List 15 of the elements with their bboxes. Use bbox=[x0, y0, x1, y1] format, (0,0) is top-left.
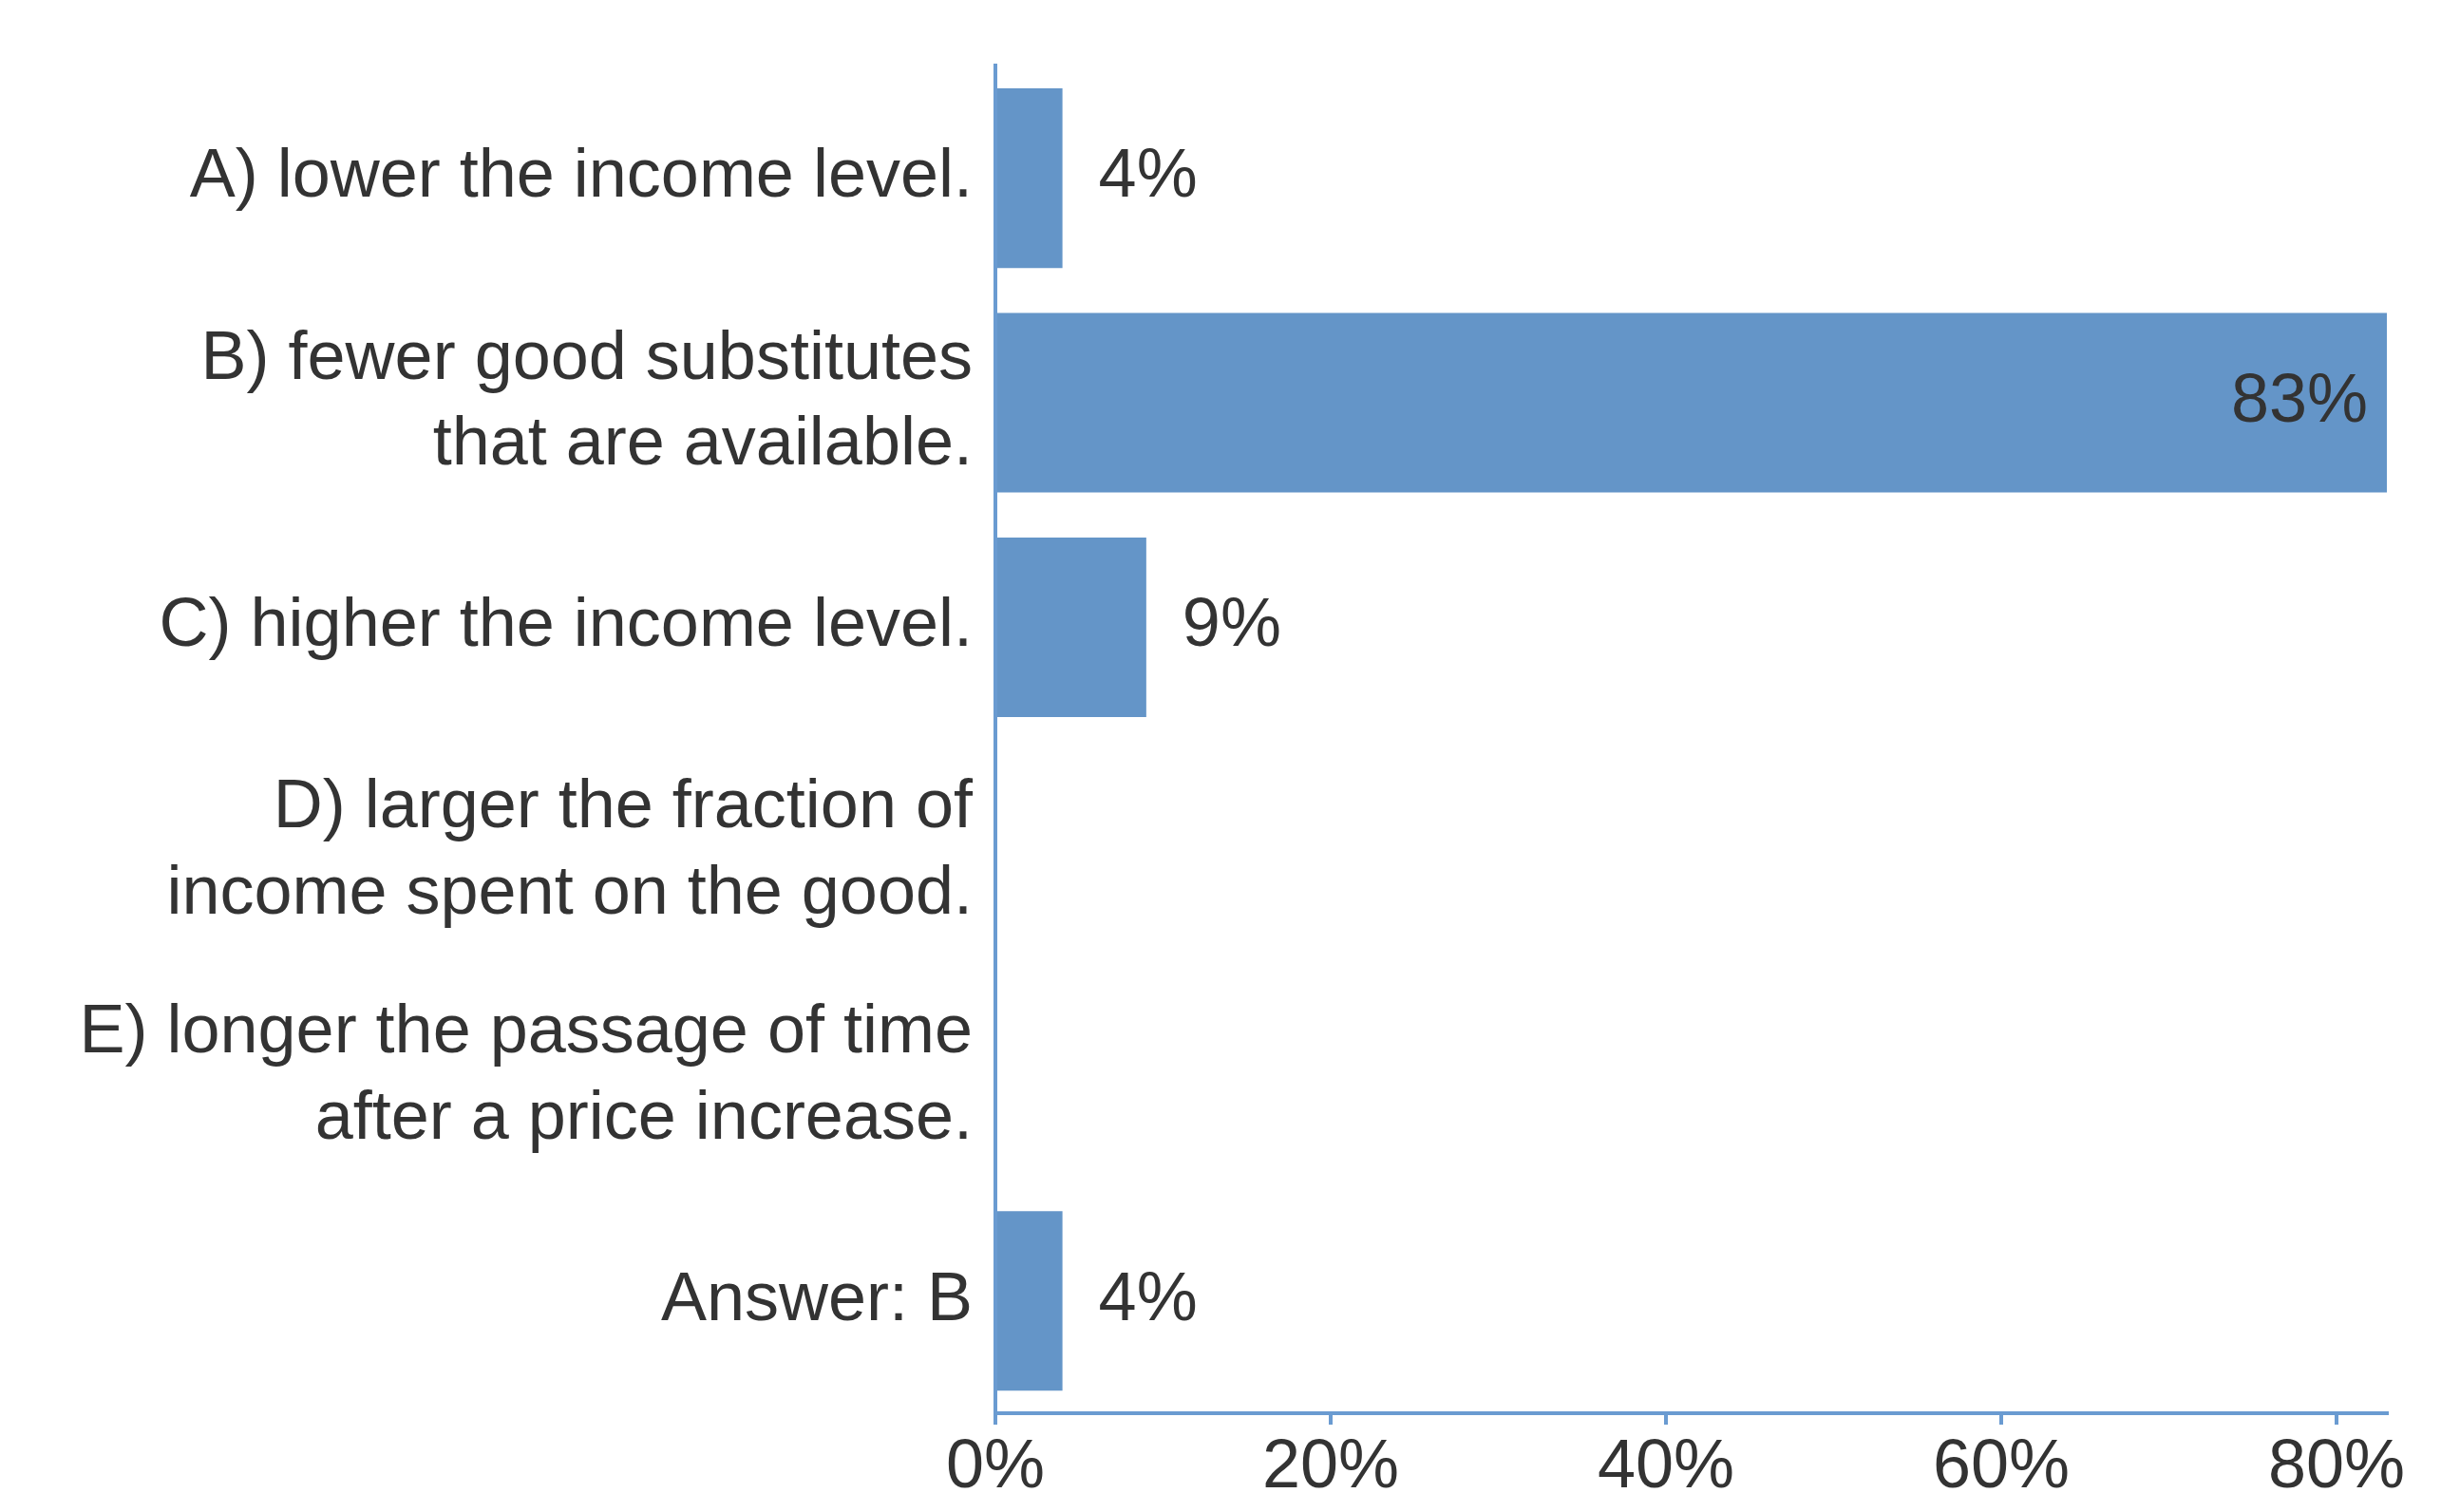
data-label: 9% bbox=[1182, 584, 1281, 661]
x-tick-label: 20% bbox=[1261, 1425, 1400, 1502]
data-label: 4% bbox=[1098, 1257, 1198, 1334]
y-tick-label: C) higher the income level. bbox=[159, 584, 973, 661]
y-tick-label: E) longer the passage of time after a price increase. bbox=[79, 990, 973, 1153]
x-tick-label: 60% bbox=[1932, 1425, 2071, 1502]
y-tick-label: A) lower the income level. bbox=[189, 135, 973, 212]
y-tick-label: Answer: B bbox=[660, 1257, 973, 1334]
y-tick-label: D) larger the fraction of income spent on the good. bbox=[166, 765, 974, 929]
x-tick-label: 0% bbox=[945, 1425, 1046, 1502]
data-label: 83% bbox=[2230, 359, 2368, 436]
y-tick-label: B) fewer good substitutes that are available. bbox=[200, 316, 973, 480]
data-label: 4% bbox=[1098, 135, 1198, 212]
x-tick-label: 80% bbox=[2267, 1425, 2406, 1502]
x-tick-label: 40% bbox=[1597, 1425, 1735, 1502]
